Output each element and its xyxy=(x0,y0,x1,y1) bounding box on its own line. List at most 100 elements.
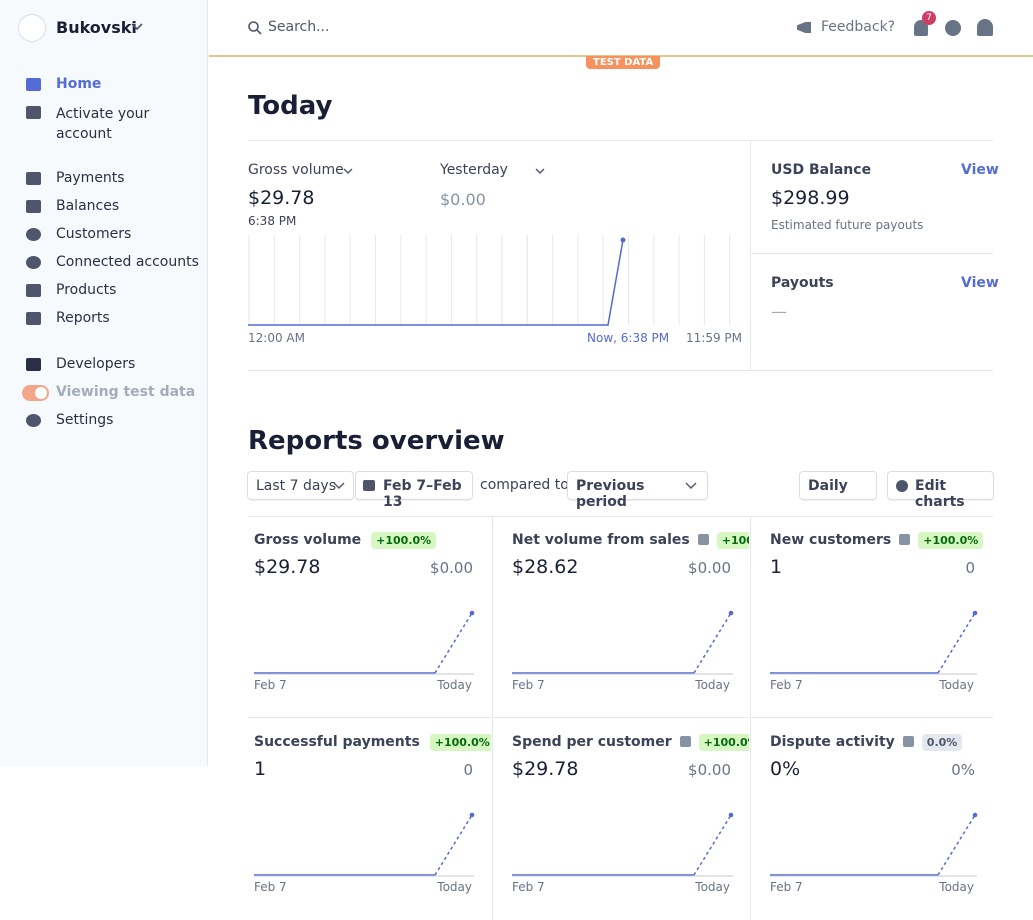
gridlines xyxy=(248,235,731,325)
chevron xyxy=(685,482,697,489)
chart-point xyxy=(972,610,978,616)
card-value: $29.78 xyxy=(254,556,321,578)
notification-count: 7 xyxy=(922,11,936,25)
report-card[interactable]: New customers +100.0% 1 0 Feb 7 Today xyxy=(750,516,993,718)
x-label: 12:00 AM xyxy=(248,331,305,345)
nav-item[interactable]: Developers xyxy=(56,356,136,372)
help-icon[interactable] xyxy=(945,20,961,36)
card-title-text: Successful payments xyxy=(254,734,420,750)
card-title-text: Net volume from sales xyxy=(512,532,690,548)
card-chart xyxy=(512,812,734,877)
search-icon xyxy=(248,21,262,35)
card-previous: 0% xyxy=(951,761,975,779)
view-link[interactable]: View xyxy=(961,275,999,291)
x-label: 11:59 PM xyxy=(686,331,742,345)
chevron xyxy=(535,168,545,174)
balance-note: Estimated future payouts xyxy=(771,218,924,232)
divider xyxy=(248,370,993,371)
search-input[interactable]: Search... xyxy=(268,19,330,35)
metric-time: 6:38 PM xyxy=(248,214,297,228)
x-label: Feb 7 xyxy=(770,880,803,894)
chart-projection xyxy=(693,612,732,674)
payouts-value: — xyxy=(771,302,787,321)
card-chart xyxy=(770,610,978,675)
nav-item[interactable]: Reports xyxy=(56,310,110,326)
chevron xyxy=(131,23,143,31)
card-previous: 0 xyxy=(463,761,473,779)
nav-item[interactable]: Payments xyxy=(56,170,125,186)
card-title-text: New customers xyxy=(770,532,892,548)
card-title: Net volume from sales +100.0% xyxy=(512,532,749,549)
divider xyxy=(248,140,993,141)
compare-select[interactable]: Yesterday xyxy=(440,162,508,178)
chart-line xyxy=(248,239,624,326)
card-title: Spend per customer +100.0% xyxy=(512,734,749,751)
nav-item[interactable]: Activate your account xyxy=(56,106,150,142)
range: Last 7 days xyxy=(256,478,337,494)
report-card[interactable]: Net volume from sales +100.0% $28.62 $0.00 F… xyxy=(492,516,749,718)
section-title: Today xyxy=(248,91,333,121)
chart-projection xyxy=(937,612,976,674)
change-badge: +100.0% xyxy=(698,734,749,751)
page: Bukovski Home Activate your account Paym… xyxy=(18,0,1033,920)
report-card[interactable]: Gross volume +100.0% $29.78 $0.00 Feb 7 Today xyxy=(248,516,491,718)
chart-point xyxy=(469,610,475,616)
info-icon xyxy=(679,736,691,747)
compared-label: compared to xyxy=(480,477,569,493)
toggle[interactable] xyxy=(22,385,49,401)
x-label: Today xyxy=(695,678,730,692)
card-value: 1 xyxy=(770,556,783,578)
chart-point xyxy=(728,812,734,818)
section-title: Reports overview xyxy=(248,426,505,456)
info-icon xyxy=(902,736,914,747)
change-badge: +100.0% xyxy=(716,532,749,549)
date-picker[interactable]: Feb 7–Feb 13 xyxy=(355,471,473,510)
feedback[interactable]: Feedback? xyxy=(821,19,896,35)
period-select[interactable]: Previous period xyxy=(567,471,708,510)
nav-item[interactable]: Balances xyxy=(56,198,120,214)
edit-charts[interactable]: Edit charts xyxy=(887,471,994,510)
chart-point xyxy=(728,610,734,616)
info-icon xyxy=(899,534,911,545)
metric-value: $29.78 xyxy=(248,187,315,209)
x-label: Feb 7 xyxy=(254,880,287,894)
interval-select[interactable]: Daily xyxy=(799,471,877,500)
balance-value: $298.99 xyxy=(771,187,850,209)
report-card[interactable]: Dispute activity 0.0% 0% 0% Feb 7 Today xyxy=(750,718,993,920)
card-title: Successful payments +100.0% xyxy=(254,734,491,751)
nav-item[interactable]: Products xyxy=(56,282,117,298)
interval: Daily xyxy=(808,478,848,494)
divider xyxy=(750,140,751,370)
dates: Feb 7–Feb 13 xyxy=(383,478,462,510)
nav-item[interactable]: Settings xyxy=(56,412,114,428)
report-card[interactable]: Successful payments +100.0% 1 0 Feb 7 Today xyxy=(248,718,491,920)
nav-item[interactable]: Connected accounts xyxy=(56,254,199,270)
chart-point xyxy=(469,812,475,818)
nav-item[interactable]: Home xyxy=(56,76,102,92)
x-label: Today xyxy=(437,880,472,894)
change-badge: +100.0% xyxy=(918,532,984,549)
account-name[interactable]: Bukovski xyxy=(56,18,137,37)
card-chart xyxy=(770,812,978,877)
metric-select[interactable]: Gross volume xyxy=(248,162,344,178)
divider xyxy=(751,253,993,254)
account-avatar[interactable] xyxy=(18,14,46,42)
chart-projection xyxy=(434,814,473,876)
range-select[interactable]: Last 7 days xyxy=(247,471,354,500)
user-icon[interactable] xyxy=(977,19,993,36)
x-label: Now, 6:38 PM xyxy=(587,331,670,345)
report-card[interactable]: Spend per customer +100.0% $29.78 $0.00 Feb … xyxy=(492,718,749,920)
calendar-icon xyxy=(363,480,375,491)
icon xyxy=(26,256,41,269)
x-label: Feb 7 xyxy=(770,678,803,692)
info-icon xyxy=(697,534,709,545)
view-link[interactable]: View xyxy=(961,162,999,178)
icon xyxy=(26,312,41,325)
change-badge: 0.0% xyxy=(921,734,963,751)
card-value: 0% xyxy=(770,758,801,780)
nav-item[interactable]: Customers xyxy=(56,226,132,242)
x-label: Today xyxy=(939,880,974,894)
nav-item[interactable]: Viewing test data xyxy=(56,384,196,400)
test-badge: TEST DATA xyxy=(586,56,661,69)
icon xyxy=(26,200,41,213)
